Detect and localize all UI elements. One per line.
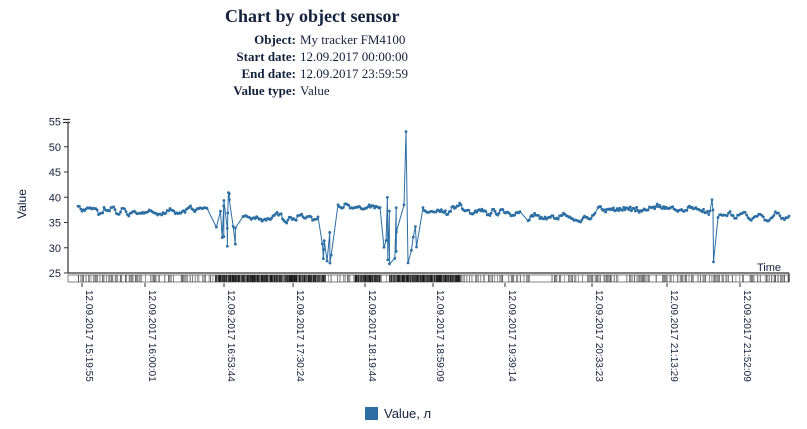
svg-text:12.09.2017 15:19:55: 12.09.2017 15:19:55 (83, 290, 94, 382)
svg-text:12.09.2017 16:53:44: 12.09.2017 16:53:44 (225, 290, 236, 382)
svg-text:12.09.2017 17:30:24: 12.09.2017 17:30:24 (294, 290, 305, 382)
svg-text:12.09.2017 18:59:09: 12.09.2017 18:59:09 (434, 290, 445, 382)
svg-text:40: 40 (49, 192, 61, 204)
svg-text:45: 45 (49, 167, 61, 179)
svg-text:12.09.2017 21:13:29: 12.09.2017 21:13:29 (668, 290, 679, 382)
svg-text:Time: Time (757, 262, 781, 274)
svg-text:35: 35 (49, 218, 61, 230)
svg-text:50: 50 (49, 142, 61, 154)
svg-text:25: 25 (49, 268, 61, 280)
svg-text:30: 30 (49, 243, 61, 255)
svg-text:55: 55 (49, 117, 61, 129)
svg-text:12.09.2017 19:39:14: 12.09.2017 19:39:14 (506, 290, 517, 382)
svg-text:Value: Value (15, 189, 29, 219)
svg-text:12.09.2017 21:52:09: 12.09.2017 21:52:09 (741, 290, 752, 382)
svg-text:12.09.2017 16:00:01: 12.09.2017 16:00:01 (146, 290, 157, 382)
svg-text:12.09.2017 20:33:23: 12.09.2017 20:33:23 (593, 290, 604, 382)
svg-text:12.09.2017 18:19:44: 12.09.2017 18:19:44 (366, 290, 377, 382)
